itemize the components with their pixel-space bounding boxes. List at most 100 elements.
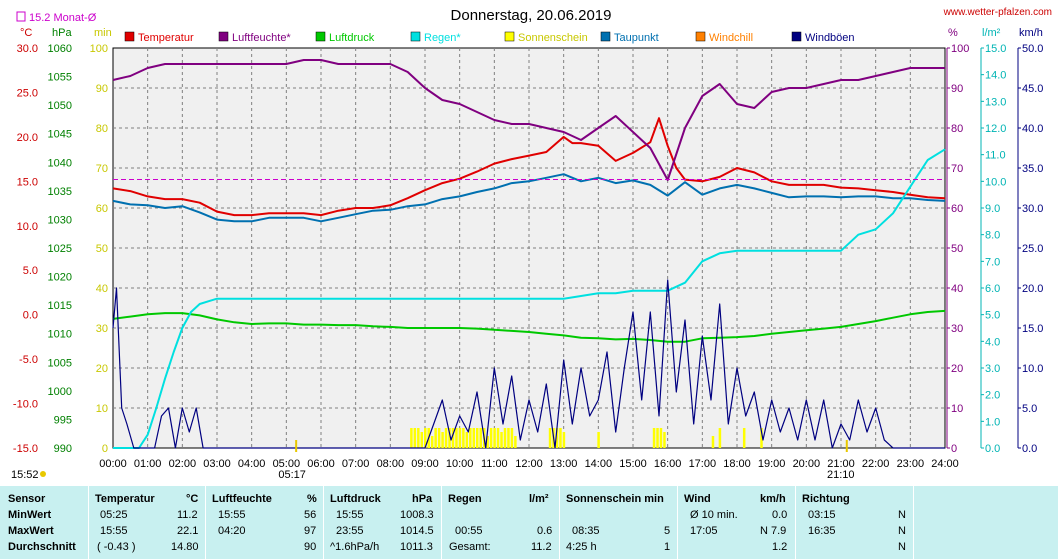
- legend-label: Regen*: [424, 32, 461, 44]
- header-luftfeuchte: Luftfeuchte: [212, 493, 272, 505]
- temperature-tick-label: -15.0: [13, 443, 38, 455]
- wind-tick-label: 0.0: [1022, 443, 1037, 455]
- row-label-max: MaxWert: [8, 525, 54, 537]
- avg-temp-value: 14.80: [171, 541, 199, 553]
- time-tick-label: 09:00: [411, 458, 439, 470]
- rain-tick-label: 3.0: [985, 363, 1000, 375]
- wind-tick-label: 10.0: [1022, 363, 1043, 375]
- legend-label: Luftfeuchte*: [232, 32, 291, 44]
- wind-tick-label: 35.0: [1022, 163, 1043, 175]
- sunshine-bar: [559, 428, 562, 448]
- sunshine-bar: [472, 428, 476, 448]
- column-divider: [795, 486, 796, 559]
- avg-hum-value: 90: [304, 541, 317, 553]
- pressure-tick-label: 1025: [48, 243, 72, 255]
- max-temp-time: 15:55: [100, 525, 128, 537]
- series-line-taupunkt: [112, 173, 946, 223]
- series-line-luftdruck: [112, 309, 946, 343]
- legend-label: Luftdruck: [329, 32, 375, 44]
- legend-label: Temperatur: [138, 32, 194, 44]
- sunshine-bar: [462, 428, 465, 448]
- sunshine-tick-label: 30: [96, 323, 108, 335]
- time-tick-label: 13:00: [550, 458, 578, 470]
- max-hum-value: 97: [304, 525, 317, 537]
- sunshine-bar: [469, 428, 472, 448]
- pressure-tick-label: 1035: [48, 186, 72, 198]
- sunshine-bar: [510, 428, 514, 448]
- sunshine-bar: [455, 428, 458, 448]
- time-tick-label: 24:00: [931, 458, 959, 470]
- sunshine-bar: [555, 428, 559, 448]
- sunshine-tick-label: 80: [96, 123, 108, 135]
- header-luftfeuchte-unit: %: [307, 493, 317, 505]
- time-tick-label: 10:00: [446, 458, 474, 470]
- time-tick-label: 01:00: [134, 458, 162, 470]
- daylight-label: 15:52: [11, 469, 39, 481]
- legend-swatch: [695, 31, 706, 42]
- time-tick-label: 18:00: [723, 458, 751, 470]
- min-wind-value: 0.0: [772, 509, 788, 521]
- avg-sun-value: 1: [664, 541, 671, 553]
- sunshine-unit-label: min: [94, 27, 112, 39]
- legend-label: Windböen: [805, 32, 855, 44]
- rain-tick-label: 6.0: [985, 283, 1000, 295]
- sunshine-tick-label: 50: [96, 243, 108, 255]
- min-temp-time: 05:25: [100, 509, 128, 521]
- time-tick-label: 02:00: [169, 458, 197, 470]
- header-regen: Regen: [448, 493, 482, 505]
- avg-pres-trend: ^1.6hPa/h: [330, 541, 380, 553]
- min-hum-value: 56: [304, 509, 317, 521]
- time-tick-label: 23:00: [897, 458, 925, 470]
- sunshine-bar: [420, 432, 424, 448]
- time-tick-label: 07:00: [342, 458, 370, 470]
- min-dir-value: N: [898, 509, 906, 521]
- sunshine-tick-label: 60: [96, 203, 108, 215]
- chart-title: Donnerstag, 20.06.2019: [451, 7, 612, 24]
- column-divider: [323, 486, 324, 559]
- sunshine-tick-label: 90: [96, 83, 108, 95]
- sunshine-bar: [479, 428, 482, 448]
- series-line-luftfeuchte: [112, 59, 945, 181]
- rain-tick-label: 1.0: [985, 416, 1000, 428]
- min-pres-value: 1008.3: [400, 509, 434, 521]
- time-tick-label: 04:00: [238, 458, 266, 470]
- time-tick-label: 14:00: [585, 458, 613, 470]
- pressure-tick-label: 1060: [48, 43, 72, 55]
- sunshine-bar: [652, 428, 656, 448]
- legend-swatch: [600, 31, 611, 42]
- sunshine-bar: [493, 428, 496, 448]
- time-tick-label: 08:00: [377, 458, 405, 470]
- header-luftdruck: Luftdruck: [330, 493, 381, 505]
- time-tick-label: 16:00: [654, 458, 682, 470]
- sunshine-bar: [417, 428, 420, 448]
- legend-swatch: [791, 31, 802, 42]
- rain-unit-label: l/m²: [982, 27, 1001, 39]
- sunshine-bar: [659, 428, 663, 448]
- source-link[interactable]: www.wetter-pfalzen.com: [943, 7, 1052, 18]
- header-luftdruck-unit: hPa: [412, 493, 433, 505]
- pressure-tick-label: 1020: [48, 272, 72, 284]
- humidity-tick-label: 90: [951, 83, 963, 95]
- rain-tick-label: 10.0: [985, 176, 1006, 188]
- sunshine-bar: [451, 428, 455, 448]
- sun-icon: [40, 471, 46, 477]
- sunshine-bar: [434, 428, 437, 448]
- rain-tick-label: 2.0: [985, 390, 1000, 402]
- wind-tick-label: 45.0: [1022, 83, 1043, 95]
- header-temperatur-unit: °C: [186, 493, 199, 505]
- pressure-tick-label: 1050: [48, 100, 72, 112]
- rain-tick-label: 14.0: [985, 70, 1006, 82]
- sunshine-bar: [444, 428, 448, 448]
- max-dir-time: 16:35: [808, 525, 836, 537]
- min-dir-time: 03:15: [808, 509, 836, 521]
- sunshine-tick-label: 40: [96, 283, 108, 295]
- humidity-tick-label: 80: [951, 123, 963, 135]
- header-wind: Wind: [684, 493, 711, 505]
- sunshine-bar: [711, 436, 715, 448]
- max-pres-time: 23:55: [336, 525, 364, 537]
- monthly-avg-marker-icon: [16, 11, 26, 22]
- column-divider: [441, 486, 442, 559]
- sunshine-bar: [507, 428, 510, 448]
- time-tick-label: 12:00: [515, 458, 543, 470]
- series-line-regen: [113, 148, 946, 449]
